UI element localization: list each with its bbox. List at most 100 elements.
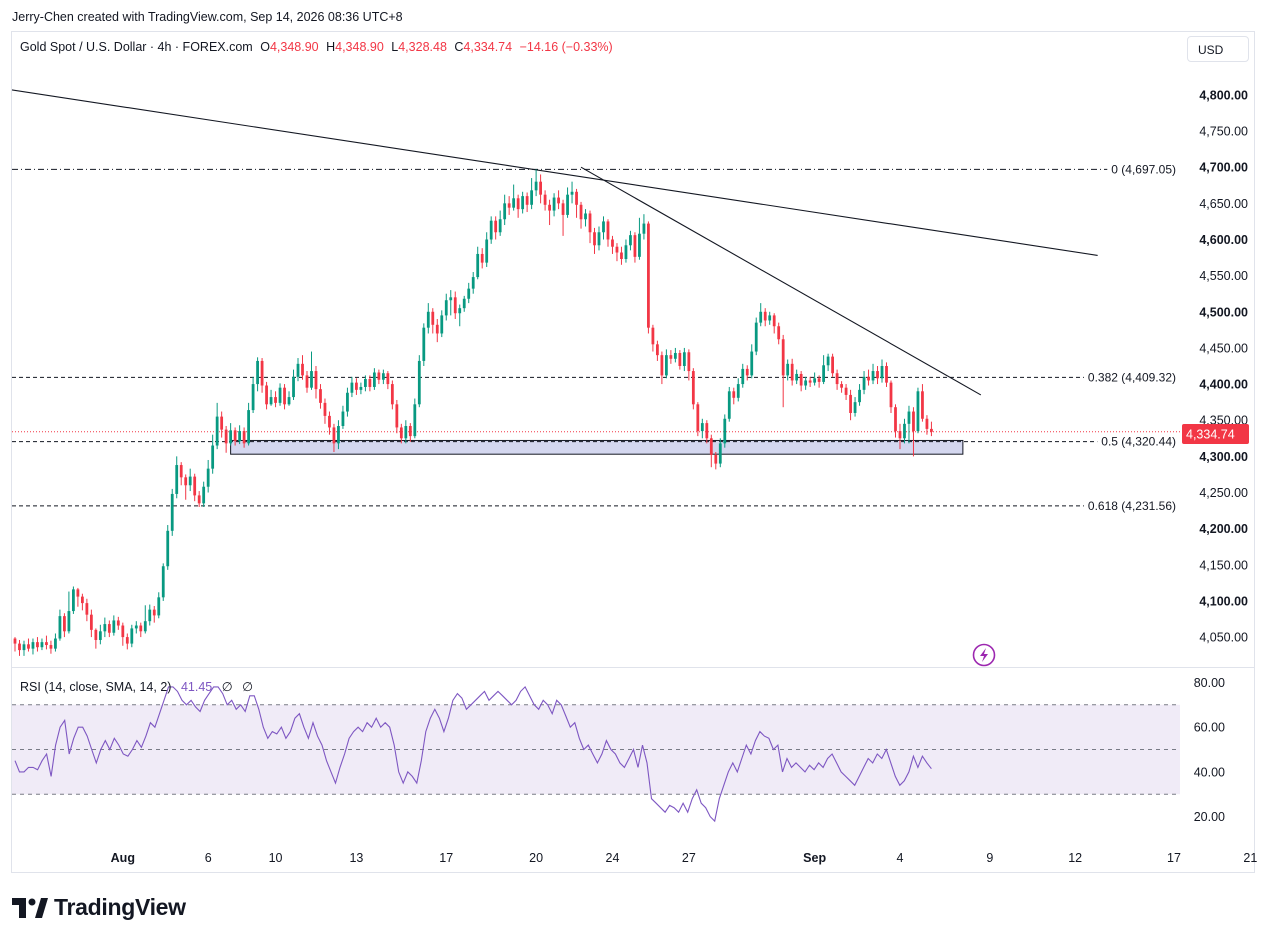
candle-body	[844, 387, 848, 395]
price-axis[interactable]: 4,800.00 4,750.00 4,700.00 4,650.00 4,600.00…	[1199, 88, 1248, 644]
candle-body	[67, 611, 71, 632]
candle-body	[80, 596, 84, 604]
rsi-extra-1: ∅	[221, 680, 233, 694]
candle-body	[615, 246, 619, 253]
candle-body	[134, 625, 138, 629]
candle-body	[328, 415, 331, 428]
candle-body	[705, 423, 709, 439]
candle-body	[543, 194, 547, 205]
candle-body	[381, 373, 385, 380]
candle-body	[530, 190, 534, 205]
candle-body	[494, 220, 498, 233]
candle-body	[31, 642, 35, 649]
time-axis[interactable]: Aug 6 10 13 17 20 24 27 Sep 4 9 12 17 21	[111, 851, 1258, 865]
candle-body	[903, 423, 906, 439]
candle-body	[741, 368, 745, 385]
candle-body	[166, 530, 170, 567]
candle-body	[633, 235, 637, 257]
candle-body	[72, 589, 75, 612]
candle-body	[332, 427, 336, 444]
candle-body	[292, 376, 295, 398]
candle-body	[539, 181, 542, 195]
candle-body	[107, 624, 111, 633]
currency-button[interactable]: USD	[1187, 36, 1249, 62]
candle-body	[629, 235, 632, 246]
candle-body	[786, 363, 790, 376]
candle-body	[889, 382, 893, 408]
candle-body	[921, 391, 924, 419]
logo-text: TradingView	[54, 894, 186, 920]
candle-body	[907, 411, 911, 424]
candle-body	[193, 476, 197, 496]
lightning-icon[interactable]	[972, 643, 996, 667]
candle-body	[404, 426, 408, 439]
candle-body	[525, 196, 529, 205]
candle-body	[89, 614, 93, 630]
high-label: H	[326, 40, 336, 54]
candle-body	[588, 213, 592, 233]
low-value: 4,328.48	[398, 40, 447, 54]
symbol-title[interactable]: Gold Spot / U.S. Dollar · 4h · FOREX.com	[20, 40, 253, 54]
candle-body	[521, 196, 525, 210]
time-tick: 24	[606, 851, 620, 865]
symbol-legend[interactable]: Gold Spot / U.S. Dollar · 4h · FOREX.com…	[20, 40, 613, 54]
fib-label: 0.618 (4,231.56)	[1088, 499, 1176, 513]
candle-body	[638, 233, 641, 257]
chart-frame	[11, 31, 1255, 873]
candle-body	[795, 373, 799, 381]
candle-body	[274, 397, 277, 403]
candle-body	[98, 631, 102, 640]
candle-body	[247, 410, 250, 444]
candle-body	[458, 308, 462, 314]
rsi-tick: 20.00	[1194, 810, 1225, 824]
open-value: 4,348.90	[269, 40, 319, 54]
price-tick: 4,550.00	[1199, 269, 1248, 283]
price-tick: 4,450.00	[1199, 341, 1248, 355]
candle-body	[669, 355, 673, 359]
candle-body	[22, 644, 26, 651]
candle-body	[718, 443, 722, 464]
price-tick: 4,150.00	[1199, 558, 1248, 572]
candle-body	[211, 445, 215, 469]
candle-body	[813, 378, 817, 383]
candle-body	[871, 371, 875, 381]
low-label: L	[391, 40, 399, 54]
candle-body	[611, 239, 614, 247]
price-tick: 4,650.00	[1199, 197, 1248, 211]
candle-body	[175, 465, 179, 494]
candle-body	[179, 465, 183, 478]
rsi-legend[interactable]: RSI (14, close, SMA, 14, 2) 41.45 ∅ ∅	[20, 679, 253, 694]
fib-labels: 0 (4,697.05) 0.382 (4,409.32) 0.5 (4,320.4…	[1083, 161, 1181, 514]
time-tick: 10	[269, 851, 283, 865]
candle-body	[319, 389, 322, 403]
candle-body	[687, 352, 691, 372]
candle-body	[278, 387, 282, 403]
candle-body	[36, 642, 39, 648]
candle-body	[898, 431, 902, 439]
candle-body	[170, 493, 174, 531]
candle-body	[673, 352, 677, 359]
rsi-axis[interactable]: 80.00 60.00 40.00 20.00	[1194, 676, 1225, 824]
tradingview-logo[interactable]: TradingView	[12, 894, 186, 921]
candle-body	[750, 351, 754, 376]
candle-body	[507, 203, 511, 208]
price-tick: 4,200.00	[1199, 522, 1248, 536]
pane-separator[interactable]	[11, 667, 1255, 668]
candle-body	[709, 438, 713, 455]
candle-body	[45, 642, 48, 646]
time-tick: 6	[205, 851, 212, 865]
candle-body	[790, 363, 794, 381]
time-tick: Aug	[111, 851, 135, 865]
rsi-label[interactable]: RSI (14, close, SMA, 14, 2)	[20, 680, 172, 694]
candle-body	[696, 404, 700, 432]
candle-body	[350, 382, 354, 393]
candle-body	[579, 204, 583, 220]
price-pane[interactable]	[0, 88, 1180, 656]
rsi-pane[interactable]	[12, 685, 1180, 823]
candle-body	[826, 356, 830, 366]
rsi-value: 41.45	[180, 680, 213, 694]
candle-body	[359, 386, 363, 390]
creator-line: Jerry-Chen created with TradingView.com,…	[12, 10, 403, 24]
candle-body	[256, 360, 259, 385]
